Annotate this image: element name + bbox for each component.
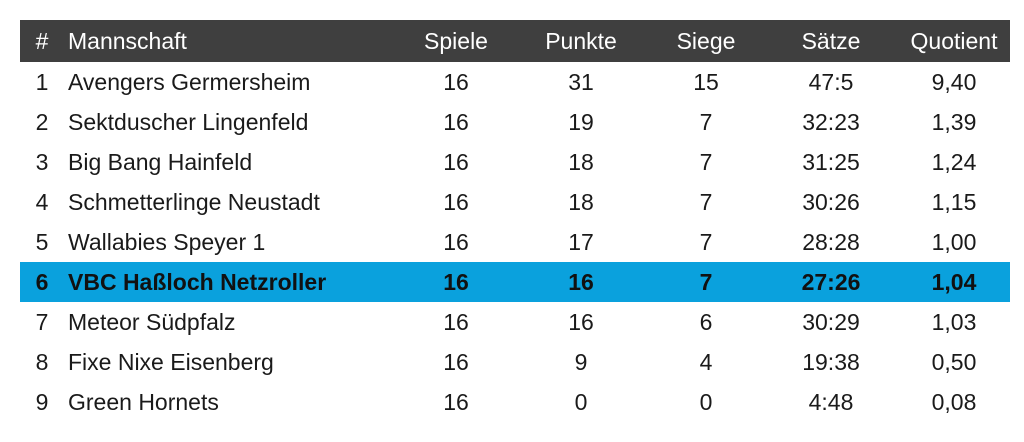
cell-quotient: 1,24	[931, 148, 977, 175]
cell-sets: 31:25	[802, 148, 860, 175]
cell-rank: 1	[35, 68, 49, 95]
table-row: 7 Meteor Südpfalz 16 16 6 30:29 1,03	[20, 302, 1010, 342]
cell-team: Meteor Südpfalz	[68, 308, 236, 335]
cell-points: 9	[574, 348, 588, 375]
cell-team: Sektduscher Lingenfeld	[68, 108, 309, 135]
cell-rank: 5	[35, 228, 49, 255]
cell-team: Schmetterlinge Neustadt	[68, 188, 320, 215]
cell-wins: 6	[699, 308, 713, 335]
cell-games: 16	[443, 228, 469, 255]
header-quotient: Quotient	[910, 27, 998, 54]
cell-sets: 27:26	[801, 268, 861, 295]
table-header: # Mannschaft Spiele Punkte Siege Sätze Q…	[20, 20, 1010, 62]
standings-table-container: # Mannschaft Spiele Punkte Siege Sätze Q…	[20, 20, 1010, 422]
cell-wins: 15	[693, 68, 719, 95]
cell-rank: 4	[35, 188, 49, 215]
cell-points: 16	[568, 308, 594, 335]
cell-quotient: 1,39	[931, 108, 977, 135]
cell-sets: 30:26	[802, 188, 860, 215]
cell-quotient: 0,50	[931, 348, 977, 375]
cell-team: Green Hornets	[68, 388, 219, 415]
cell-games: 16	[443, 268, 469, 295]
cell-quotient: 1,03	[931, 308, 977, 335]
cell-games: 16	[443, 108, 469, 135]
cell-sets: 32:23	[802, 108, 860, 135]
table-row: 8 Fixe Nixe Eisenberg 16 9 4 19:38 0,50	[20, 342, 1010, 382]
cell-wins: 7	[699, 188, 713, 215]
cell-quotient: 1,15	[931, 188, 977, 215]
cell-sets: 4:48	[808, 388, 854, 415]
cell-games: 16	[443, 68, 469, 95]
cell-wins: 7	[699, 228, 713, 255]
table-body: 1 Avengers Germersheim 16 31 15 47:5 9,4…	[20, 62, 1010, 422]
cell-games: 16	[443, 188, 469, 215]
header-wins: Siege	[676, 27, 736, 54]
cell-rank: 7	[35, 308, 49, 335]
header-rank: #	[35, 27, 49, 54]
cell-team: Fixe Nixe Eisenberg	[68, 348, 274, 375]
cell-games: 16	[443, 388, 469, 415]
cell-games: 16	[443, 348, 469, 375]
cell-team: Wallabies Speyer 1	[68, 228, 266, 255]
cell-games: 16	[443, 308, 469, 335]
table-row: 4 Schmetterlinge Neustadt 16 18 7 30:26 …	[20, 182, 1010, 222]
header-sets: Sätze	[801, 27, 861, 54]
cell-quotient: 9,40	[931, 68, 977, 95]
cell-team: Avengers Germersheim	[68, 68, 311, 95]
cell-sets: 19:38	[802, 348, 860, 375]
cell-rank: 2	[35, 108, 49, 135]
header-team: Mannschaft	[68, 27, 187, 54]
table-row: 1 Avengers Germersheim 16 31 15 47:5 9,4…	[20, 62, 1010, 102]
table-row: 5 Wallabies Speyer 1 16 17 7 28:28 1,00	[20, 222, 1010, 262]
cell-wins: 7	[699, 268, 713, 295]
cell-team: Big Bang Hainfeld	[68, 148, 253, 175]
cell-quotient: 1,04	[931, 268, 977, 295]
cell-wins: 4	[699, 348, 713, 375]
cell-games: 16	[443, 148, 469, 175]
header-points: Punkte	[545, 27, 617, 54]
standings-table: # Mannschaft Spiele Punkte Siege Sätze Q…	[20, 20, 1010, 422]
cell-points: 19	[568, 108, 594, 135]
cell-quotient: 1,00	[931, 228, 977, 255]
cell-quotient: 0,08	[931, 388, 977, 415]
cell-points: 0	[574, 388, 588, 415]
header-games: Spiele	[424, 27, 488, 54]
table-row: 9 Green Hornets 16 0 0 4:48 0,08	[20, 382, 1010, 422]
table-row: 3 Big Bang Hainfeld 16 18 7 31:25 1,24	[20, 142, 1010, 182]
cell-rank: 6	[35, 268, 49, 295]
cell-points: 16	[568, 268, 594, 295]
cell-wins: 7	[699, 108, 713, 135]
cell-points: 31	[568, 68, 594, 95]
table-row: 2 Sektduscher Lingenfeld 16 19 7 32:23 1…	[20, 102, 1010, 142]
cell-wins: 7	[699, 148, 713, 175]
cell-wins: 0	[699, 388, 713, 415]
cell-rank: 3	[35, 148, 49, 175]
cell-points: 18	[568, 188, 594, 215]
cell-points: 17	[568, 228, 594, 255]
cell-rank: 8	[35, 348, 49, 375]
cell-team: VBC Haßloch Netzroller	[68, 268, 327, 295]
cell-points: 18	[568, 148, 594, 175]
table-row-highlighted: 6 VBC Haßloch Netzroller 16 16 7 27:26 1…	[20, 262, 1010, 302]
cell-sets: 47:5	[808, 68, 854, 95]
header-row: # Mannschaft Spiele Punkte Siege Sätze Q…	[20, 20, 1010, 62]
cell-rank: 9	[35, 388, 49, 415]
cell-sets: 30:29	[802, 308, 860, 335]
cell-sets: 28:28	[802, 228, 860, 255]
